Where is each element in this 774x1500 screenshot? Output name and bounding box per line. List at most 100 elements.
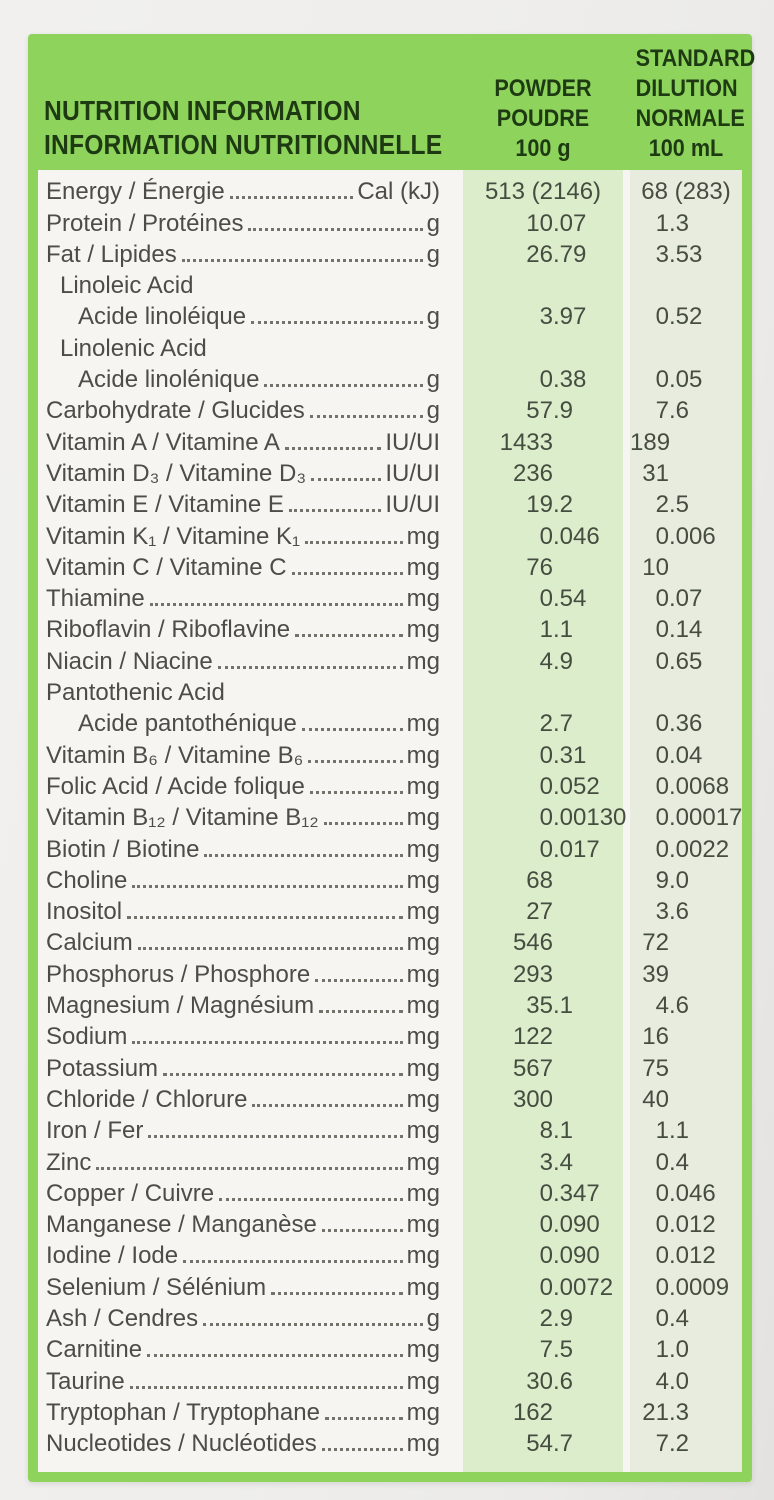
- powder-value: 0.31: [463, 741, 623, 770]
- dilution-value-int: 7: [655, 1430, 669, 1458]
- nutrient-row: Vitamin B₆ / Vitamine B₆ mg 0.31 0.04: [38, 738, 742, 769]
- nutrient-label: Vitamin K₁ / Vitamine K₁: [46, 522, 301, 550]
- dot-leader: [308, 759, 403, 763]
- unit-label: IU/UI: [385, 491, 440, 519]
- powder-value: 162: [463, 1398, 623, 1427]
- powder-value: 68: [463, 866, 623, 895]
- powder-value-frac: [553, 459, 623, 488]
- powder-value: 26.79: [463, 240, 623, 269]
- nutrient-label: Ash / Cendres: [46, 1304, 199, 1332]
- label-zone: Linoleic Acid: [38, 271, 440, 300]
- unit-label: mg: [406, 1117, 440, 1145]
- powder-value-frac: .347: [553, 1179, 600, 1207]
- label-zone: Calcium mg: [38, 928, 440, 957]
- dilution-value: 16: [630, 1022, 742, 1051]
- powder-value: 546: [463, 928, 623, 957]
- dilution-value-frac: .3: [669, 1398, 690, 1426]
- dilution-value-frac: .53: [669, 240, 703, 268]
- nutrient-row: Linolenic Acid: [38, 331, 742, 362]
- powder-value-frac: .090: [553, 1211, 600, 1239]
- dilution-value: 189: [630, 428, 742, 457]
- dot-leader: [323, 822, 403, 826]
- dot-leader: [291, 571, 403, 575]
- powder-value-int: 1: [539, 616, 553, 644]
- powder-value-frac: .79: [553, 240, 587, 268]
- dilution-value-frac: .65: [669, 647, 703, 675]
- dilution-value: 0.006: [630, 522, 742, 551]
- powder-value-frac: .1: [553, 992, 574, 1020]
- unit-label: mg: [406, 741, 440, 769]
- dilution-value-int: 0: [655, 1179, 669, 1207]
- label-zone: Chloride / Chlorure mg: [38, 1085, 440, 1114]
- nutrient-label: Nucleotides / Nucléotides: [46, 1430, 317, 1458]
- powder-value-frac: [553, 428, 623, 457]
- dilution-value-frac: .36: [669, 710, 703, 738]
- label-zone: Ash / Cendres g: [38, 1304, 440, 1333]
- dilution-value: 0.00017: [630, 803, 743, 832]
- dot-leader: [288, 509, 382, 513]
- nutrient-label: Linoleic Acid: [60, 272, 194, 300]
- powder-value-frac: .046: [553, 522, 600, 550]
- powder-value-frac: .1: [553, 1117, 574, 1145]
- powder-value: 236: [463, 459, 623, 488]
- nutrient-label: Pantothenic Acid: [46, 679, 225, 707]
- powder-value: 1.1: [463, 615, 623, 644]
- label-zone: Protein / Protéines g: [38, 209, 440, 238]
- dot-leader: [264, 384, 423, 388]
- powder-value-frac: [553, 553, 623, 582]
- powder-value: 0.347: [463, 1179, 623, 1208]
- powder-value: 567: [463, 1054, 623, 1083]
- nutrient-row: Nucleotides / Nucléotides mg 54.7 7.2: [38, 1427, 742, 1458]
- column-header-dilution: STANDARD DILUTION NORMALE 100 mL: [635, 44, 756, 164]
- dot-leader: [324, 1416, 403, 1420]
- dilution-value: 10: [630, 553, 742, 582]
- nutrient-label: Chloride / Chlorure: [46, 1085, 248, 1113]
- dot-leader: [203, 1322, 423, 1326]
- dilution-value: 0.012: [630, 1241, 742, 1270]
- nutrient-label: Taurine: [46, 1367, 125, 1395]
- nutrient-label: Calcium: [46, 929, 133, 957]
- powder-value: 300: [463, 1085, 623, 1114]
- powder-value: 10.07: [463, 209, 623, 238]
- nutrient-label: Vitamin D₃ / Vitamine D₃: [46, 459, 307, 487]
- nutrient-row: Taurine mg 30.6 4.0: [38, 1364, 742, 1395]
- dilution-value-int: 7: [655, 397, 669, 425]
- unit-label: g: [426, 397, 440, 425]
- powder-value-int: 236: [512, 459, 553, 487]
- dilution-header-line: NORMALE: [635, 105, 745, 132]
- dilution-value-frac: [669, 1054, 742, 1083]
- nutrient-row: Niacin / Niacine mg 4.9 0.65: [38, 644, 742, 675]
- nutrient-label: Selenium / Sélénium: [46, 1273, 267, 1301]
- powder-value-frac: [553, 1085, 623, 1114]
- dilution-column-band: [630, 170, 742, 1472]
- nutrient-row: Folic Acid / Acide folique mg 0.052 0.0068: [38, 770, 742, 801]
- dilution-value: 0.52: [630, 302, 742, 331]
- label-zone: Linolenic Acid: [38, 334, 440, 363]
- dilution-value: 3.6: [630, 897, 742, 926]
- nutrient-row: Riboflavin / Riboflavine mg 1.1 0.14: [38, 613, 742, 644]
- powder-value-frac: .9: [553, 397, 574, 425]
- unit-label: mg: [406, 804, 440, 832]
- dilution-value-int: 0: [655, 710, 669, 738]
- nutrient-label: Iron / Fer: [46, 1117, 144, 1145]
- powder-value-frac: .54: [553, 585, 587, 613]
- dot-leader: [309, 415, 423, 419]
- dilution-value-int: 40: [642, 1085, 669, 1113]
- nutrient-rows: Energy / Énergie Cal (kJ) 513 (2146) 68 (28…: [38, 170, 742, 1458]
- powder-value-int: 8: [539, 1117, 553, 1145]
- unit-label: g: [426, 303, 440, 331]
- nutrient-row: Carnitine mg 7.5 1.0: [38, 1333, 742, 1364]
- nutrient-label: Riboflavin / Riboflavine: [46, 616, 291, 644]
- powder-value-int: 10: [526, 209, 553, 237]
- dot-leader: [295, 634, 403, 638]
- powder-value-int: 26: [526, 240, 553, 268]
- powder-value-int: 2: [539, 1304, 553, 1332]
- powder-value: 3.4: [463, 1148, 623, 1177]
- dilution-value-frac: .05: [669, 366, 703, 394]
- nutrient-row: Vitamin K₁ / Vitamine K₁ mg 0.046 0.006: [38, 519, 742, 550]
- dot-leader: [132, 884, 403, 888]
- nutrition-table: Energy / Énergie Cal (kJ) 513 (2146) 68 (28…: [38, 170, 742, 1472]
- powder-column-band: [463, 170, 623, 1472]
- nutrient-row: Iron / Fer mg 8.1 1.1: [38, 1114, 742, 1145]
- unit-label: mg: [406, 1242, 440, 1270]
